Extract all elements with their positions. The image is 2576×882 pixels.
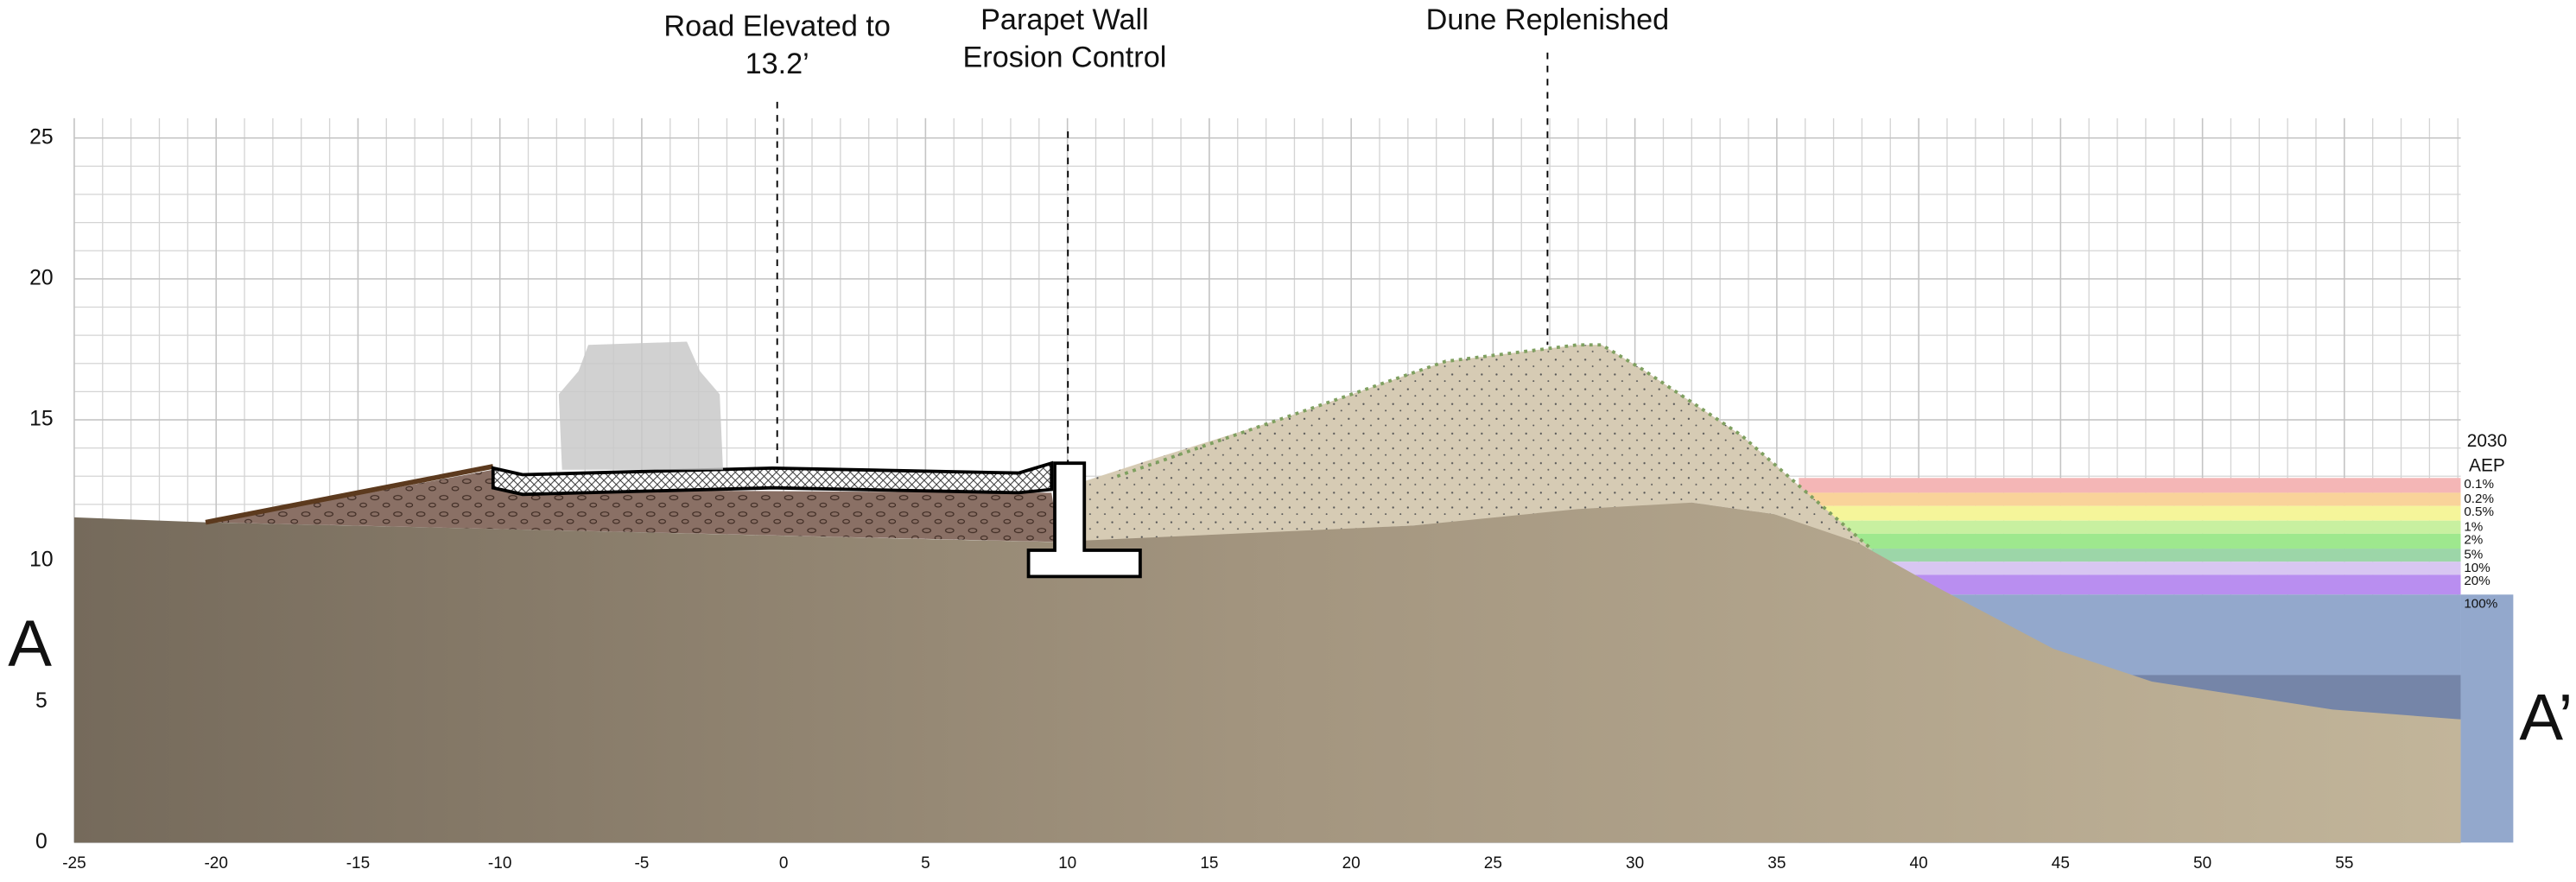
embankment xyxy=(205,464,494,525)
x-tick-label: 25 xyxy=(1484,854,1502,872)
ground xyxy=(73,502,2461,843)
x-tick-label: 20 xyxy=(1342,854,1361,872)
road-fill xyxy=(210,469,1060,543)
x-tick-label: -10 xyxy=(488,854,511,872)
annotation: 13.2’ xyxy=(746,48,809,80)
y-tick-label: 25 xyxy=(29,125,53,149)
labels: -25 -20 -15 -10 -5 0 5 10 15 20 25 30 35 40 45 50 55 0 5 10… xyxy=(29,3,2497,872)
section-start: A xyxy=(8,607,52,681)
x-tick-label: 40 xyxy=(1910,854,1928,872)
x-tick-label: 45 xyxy=(2052,854,2070,872)
aep-band xyxy=(1799,520,2461,534)
aep-label: 10% xyxy=(2464,561,2490,575)
aep-label: 20% xyxy=(2464,574,2490,588)
annotation: Erosion Control xyxy=(963,41,1167,73)
x-tick-label: 15 xyxy=(1200,854,1218,872)
x-tick-label: 35 xyxy=(1767,854,1786,872)
aep-label: 2% xyxy=(2464,533,2483,548)
annotation: Dune Replenished xyxy=(1426,3,1670,36)
aep-label: 0.5% xyxy=(2464,504,2494,519)
y-tick-label: 10 xyxy=(29,549,53,572)
y-tick-label: 20 xyxy=(29,266,53,289)
x-tick-label: 50 xyxy=(2193,854,2211,872)
parapet-wall xyxy=(1026,461,1142,579)
y-tick-label: 5 xyxy=(35,689,48,713)
x-tick-label: 10 xyxy=(1058,854,1076,872)
aep-band xyxy=(1799,505,2461,521)
dune xyxy=(1084,345,1873,550)
aep-band xyxy=(1799,478,2461,493)
y-tick-label: 15 xyxy=(29,408,53,431)
aep-label: 100% xyxy=(2464,597,2497,612)
x-tick-label: -20 xyxy=(204,854,227,872)
car xyxy=(558,341,723,470)
section-end-bar xyxy=(2460,594,2514,843)
road xyxy=(491,460,1054,497)
annotation: Parapet Wall xyxy=(980,3,1149,36)
aep-label: 1% xyxy=(2464,519,2483,534)
aep-band xyxy=(1799,533,2461,549)
aep-label: 0.1% xyxy=(2464,477,2494,492)
aep-band xyxy=(1799,562,2461,575)
y-tick-label: 0 xyxy=(35,830,48,853)
leader-lines xyxy=(776,52,1549,466)
x-tick-label: 5 xyxy=(921,854,930,872)
aep-band xyxy=(1799,549,2461,562)
section-end: A’ xyxy=(2519,682,2573,755)
aep-label: 5% xyxy=(2464,548,2483,562)
x-tick-label: -5 xyxy=(634,854,649,872)
aep-band xyxy=(1799,492,2461,506)
annotation: Road Elevated to xyxy=(663,10,891,42)
x-tick-label: 30 xyxy=(1626,854,1644,872)
aep-title: AEP xyxy=(2469,456,2505,476)
aep-label: 0.2% xyxy=(2464,492,2494,506)
x-tick-label: 55 xyxy=(2335,854,2353,872)
x-tick-label: -25 xyxy=(62,854,86,872)
aep-band xyxy=(1799,574,2461,595)
aep-year: 2030 xyxy=(2467,431,2508,451)
x-tick-label: -15 xyxy=(346,854,370,872)
x-tick-label: 0 xyxy=(779,854,789,872)
dune-grass xyxy=(1116,343,1875,552)
